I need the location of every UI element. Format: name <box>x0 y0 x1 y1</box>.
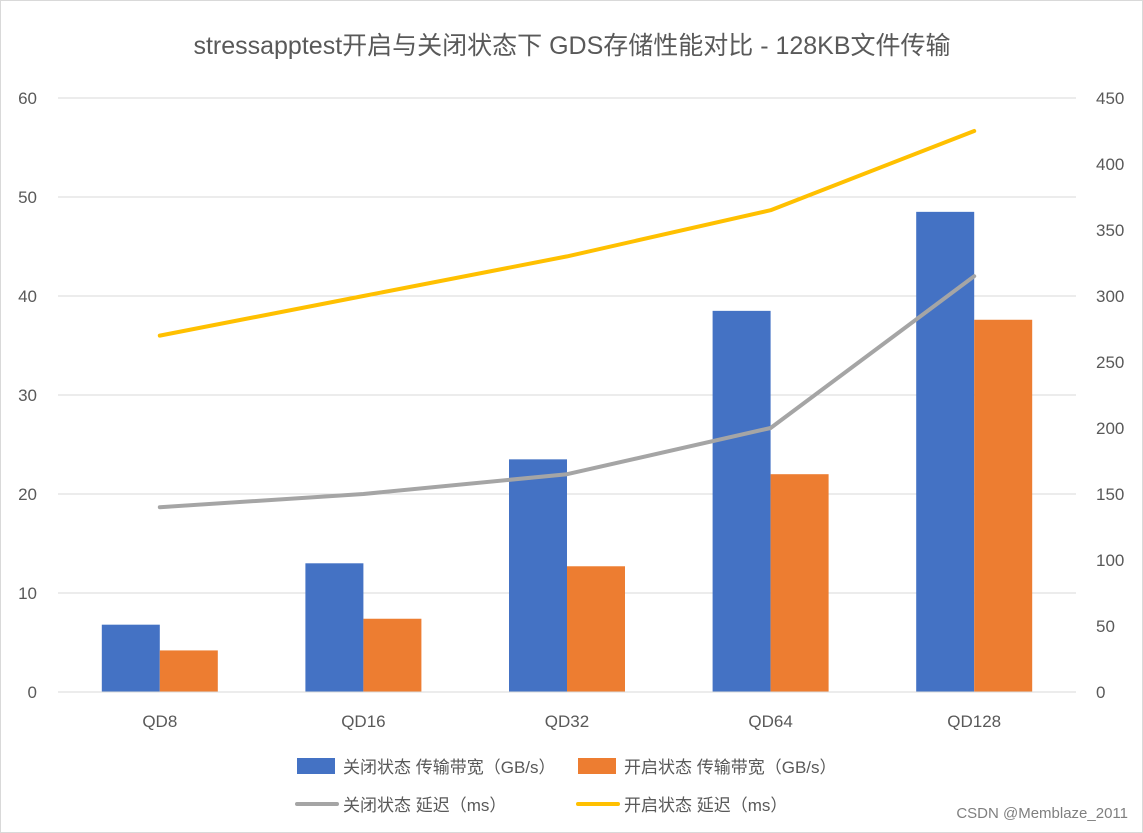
x-tick-label: QD16 <box>341 712 385 731</box>
y-right-tick-label: 200 <box>1096 419 1124 438</box>
legend-label-1: 关闭状态 传输带宽（GB/s） <box>343 758 556 777</box>
legend-label-4: 开启状态 延迟（ms） <box>624 796 787 815</box>
chart-title: stressapptest开启与关闭状态下 GDS存储性能对比 - 128KB文… <box>193 32 950 60</box>
bar-qd64-series-1 <box>712 310 771 692</box>
y-right-tick-label: 0 <box>1096 683 1105 702</box>
bar-qd8-series-1 <box>101 624 160 692</box>
y-left-tick-label: 60 <box>18 89 37 108</box>
bar-qd16-series-1 <box>305 563 364 692</box>
bar-qd128-series-2 <box>974 319 1033 692</box>
y-right-tick-label: 100 <box>1096 551 1124 570</box>
line-series-2 <box>157 129 977 338</box>
y-right-tick-label: 400 <box>1096 155 1124 174</box>
y-right-tick-label: 450 <box>1096 89 1124 108</box>
bar-qd32-series-2 <box>567 566 625 692</box>
y-right-tick-label: 50 <box>1096 617 1115 636</box>
y-left-tick-label: 50 <box>18 188 37 207</box>
x-tick-label: QD32 <box>545 712 589 731</box>
y-left-tick-label: 10 <box>18 584 37 603</box>
legend-label-3: 关闭状态 延迟（ms） <box>343 796 506 815</box>
y-right-tick-label: 350 <box>1096 221 1124 240</box>
y-right-tick-label: 300 <box>1096 287 1124 306</box>
bar-qd128-series-1 <box>916 211 975 692</box>
bar-qd8-series-2 <box>159 650 218 692</box>
legend-swatch-2 <box>578 758 616 774</box>
x-tick-label: QD8 <box>142 712 177 731</box>
legend-swatch-1 <box>297 758 335 774</box>
y-right-tick-label: 150 <box>1096 485 1124 504</box>
y-right-tick-label: 250 <box>1096 353 1124 372</box>
x-tick-label: QD128 <box>947 712 1001 731</box>
x-tick-label: QD64 <box>748 712 792 731</box>
y-left-tick-label: 40 <box>18 287 37 306</box>
y-left-tick-label: 20 <box>18 485 37 504</box>
bar-qd32-series-1 <box>509 459 567 692</box>
watermark: CSDN @Memblaze_2011 <box>956 805 1128 822</box>
y-left-tick-label: 30 <box>18 386 37 405</box>
y-left-tick-label: 0 <box>28 683 37 702</box>
legend-label-2: 开启状态 传输带宽（GB/s） <box>624 758 837 777</box>
line-series-1 <box>157 274 977 510</box>
bar-qd16-series-2 <box>363 618 422 692</box>
bar-qd64-series-2 <box>770 474 829 692</box>
